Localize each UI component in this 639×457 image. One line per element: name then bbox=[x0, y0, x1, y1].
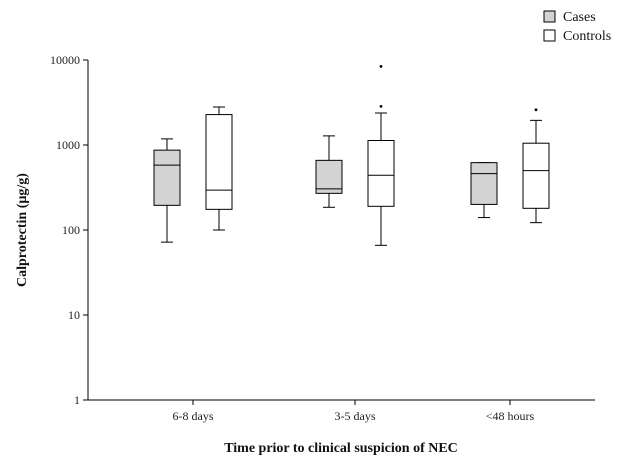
outlier-point bbox=[534, 108, 538, 112]
box-iqr bbox=[315, 159, 343, 194]
y-tick-label: 100 bbox=[62, 223, 80, 237]
y-tick-label: 1 bbox=[74, 393, 80, 407]
box-cases-2 bbox=[315, 135, 343, 208]
y-axis-ticks: 1 10 100 1000 10000 bbox=[50, 53, 88, 407]
box-cases-3 bbox=[470, 162, 498, 219]
box-cases-1 bbox=[153, 138, 181, 243]
box-controls-2 bbox=[367, 65, 395, 246]
legend-swatch-controls bbox=[543, 29, 556, 42]
x-tick-label: 3-5 days bbox=[335, 409, 376, 423]
outlier-point bbox=[379, 65, 383, 68]
box-iqr bbox=[153, 149, 181, 206]
y-tick-label: 10000 bbox=[50, 53, 80, 67]
y-tick-label: 1000 bbox=[56, 138, 80, 152]
x-axis-title: Time prior to clinical suspicion of NEC bbox=[224, 441, 458, 456]
y-tick-label: 10 bbox=[68, 308, 80, 322]
y-axis-title: Calprotectin (µg/g) bbox=[15, 173, 30, 287]
legend: Cases Controls bbox=[543, 10, 611, 44]
x-axis-ticks: 6-8 days 3-5 days <48 hours bbox=[173, 400, 535, 423]
x-tick-label: <48 hours bbox=[486, 409, 535, 423]
box-plots bbox=[153, 65, 550, 246]
box-controls-1 bbox=[205, 106, 233, 231]
box-iqr bbox=[522, 142, 550, 209]
box-iqr bbox=[205, 114, 233, 210]
legend-label-cases: Cases bbox=[563, 10, 596, 25]
box-controls-3 bbox=[522, 108, 550, 224]
outlier-point bbox=[379, 104, 383, 108]
x-tick-label: 6-8 days bbox=[173, 409, 214, 423]
legend-swatch-cases bbox=[543, 10, 556, 23]
box-iqr bbox=[470, 162, 498, 205]
legend-label-controls: Controls bbox=[563, 29, 611, 44]
box-iqr bbox=[367, 139, 395, 207]
